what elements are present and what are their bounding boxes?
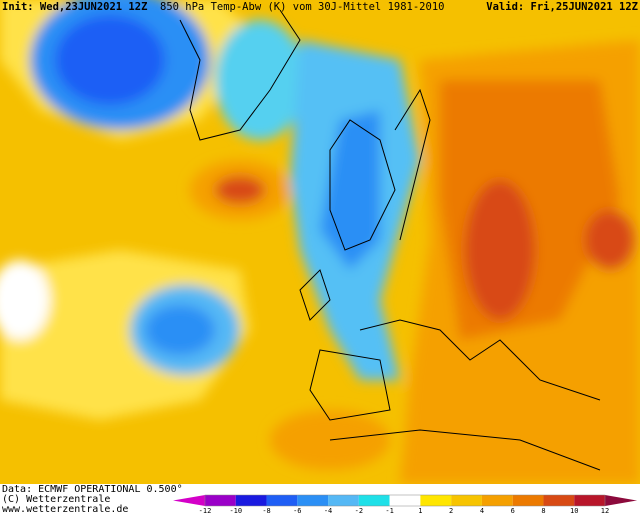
colorbar-segment (543, 495, 575, 506)
colorbar-segment (328, 495, 359, 506)
title: 850 hPa Temp-Abw (K) vom 30J-Mittel 1981… (160, 1, 444, 13)
colorbar-segment (451, 495, 482, 506)
colorbar-segment (420, 495, 452, 506)
colorbar-segment (481, 495, 513, 506)
colorbar-segment (235, 495, 267, 506)
data-source: Data: ECMWF OPERATIONAL 0.500° (2, 484, 183, 495)
colorbar-tick-label: 2 (449, 507, 453, 514)
copyright: (C) Wetterzentrale (2, 494, 110, 505)
colorbar-segment (358, 495, 390, 506)
website: www.wetterzentrale.de (2, 504, 128, 514)
colorbar-tick-label: 4 (480, 507, 484, 514)
colorbar-tick-label: -4 (324, 507, 332, 514)
colorbar-tick-label: -2 (355, 507, 363, 514)
colorbar-segment (389, 495, 421, 506)
colorbar-tick-label: -10 (229, 507, 242, 514)
colorbar-tick-label: 10 (570, 507, 578, 514)
colorbar-frame (204, 494, 606, 507)
colorbar-tick-label: 1 (418, 507, 422, 514)
colorbar-tick-label: 8 (541, 507, 545, 514)
colorbar: -12 -10 -8 -6 -4 -2 -1 1 2 4 6 8 10 12 (173, 494, 637, 515)
colorbar-segment (266, 495, 298, 506)
colorbar-tick-label: -12 (199, 507, 212, 514)
colorbar-arrow-low (173, 495, 205, 506)
colorbar-tick-label: -6 (293, 507, 301, 514)
colorbar-segment (205, 495, 236, 506)
valid-label: Valid: Fri,25JUN2021 12Z (486, 1, 638, 13)
init-label: Init: Wed,23JUN2021 12Z (2, 1, 147, 13)
colorbar-segment (512, 495, 544, 506)
colorbar-segment (574, 495, 605, 506)
colorbar-tick-label: 12 (601, 507, 609, 514)
colorbar-segment (297, 495, 329, 506)
colorbar-tick-label: 6 (511, 507, 515, 514)
colorbar-tick-label: -1 (385, 507, 393, 514)
map (0, 0, 640, 484)
colorbar-arrow-high (605, 495, 637, 506)
colorbar-tick-label: -8 (262, 507, 270, 514)
